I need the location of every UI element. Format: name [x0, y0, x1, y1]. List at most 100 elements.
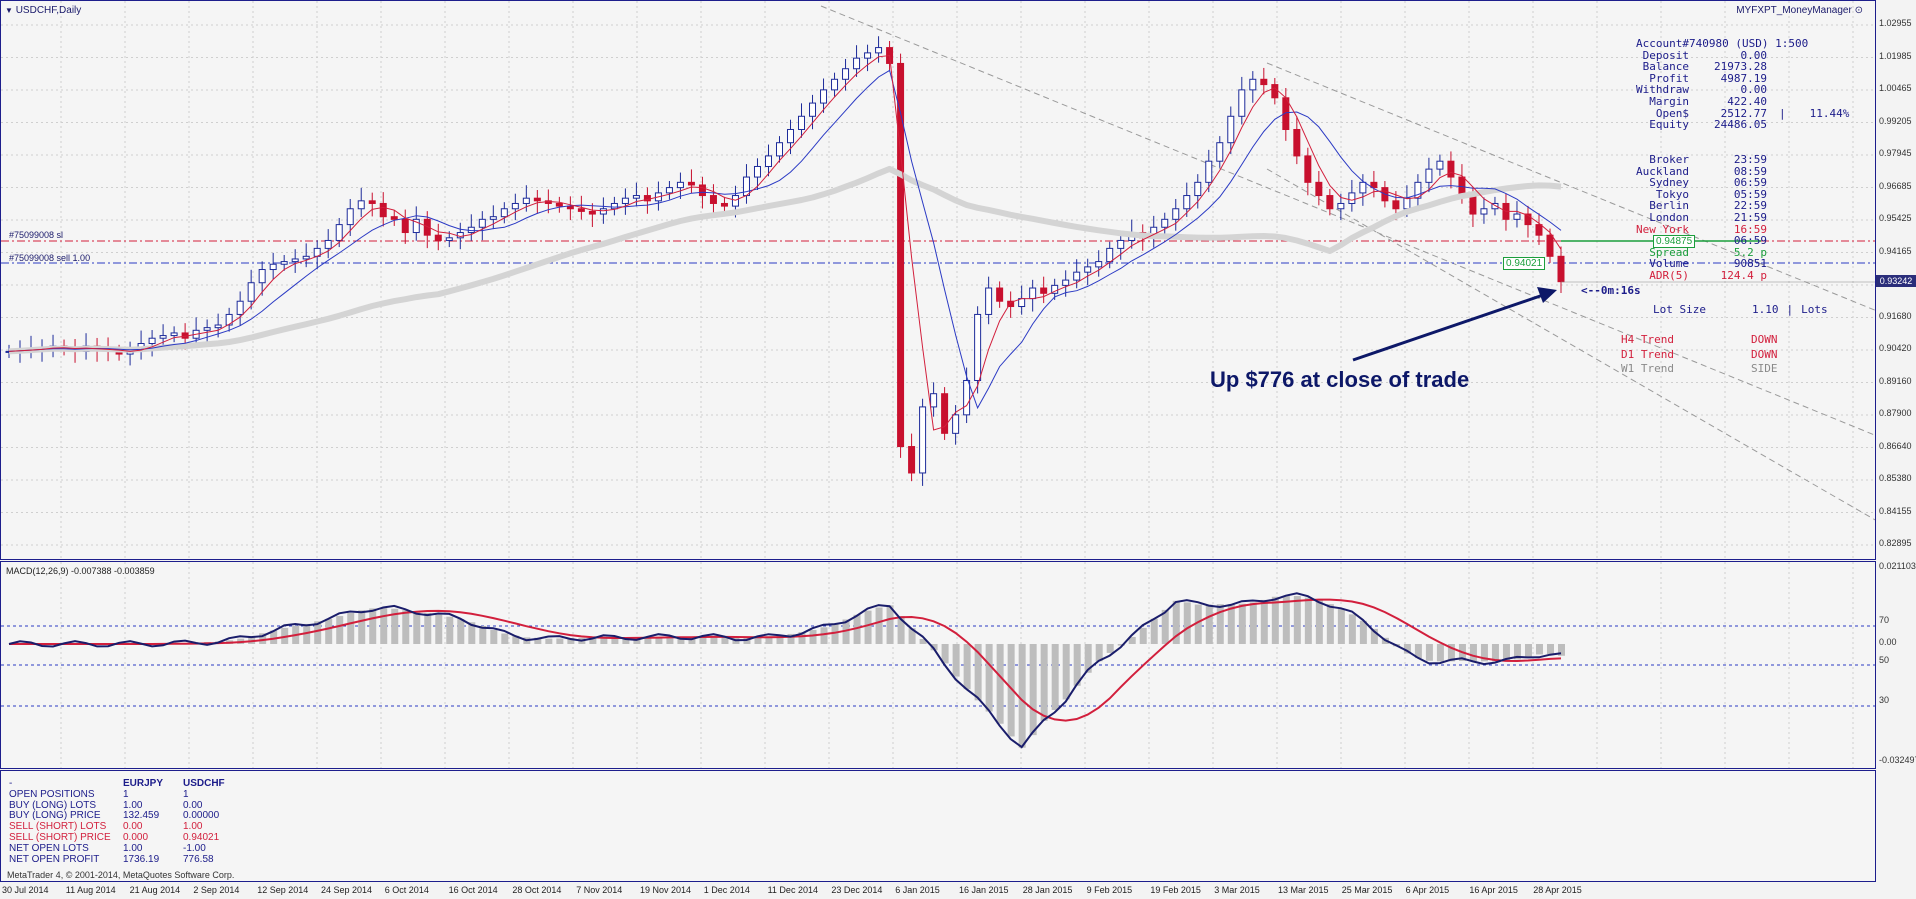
candle-body: [401, 218, 409, 234]
candle-body: [1491, 202, 1499, 210]
macd-histogram-bar: [380, 608, 388, 644]
current-price-label: 0.93242: [1876, 275, 1916, 287]
account-value: 4987.19: [1720, 71, 1767, 85]
time-tick-label: 16 Oct 2014: [448, 885, 498, 895]
bar-timer: <--0m:16s: [1581, 284, 1641, 297]
macd-histogram-bar: [875, 607, 883, 644]
candle-body: [1304, 155, 1312, 183]
candle-body: [170, 332, 178, 337]
account-row-2: Balance 21973.28: [1611, 61, 1767, 73]
macd-histogram-bar: [1051, 644, 1059, 711]
positions-row: NET OPEN LOTS 1.00 -1.00: [9, 843, 243, 855]
time-tick-label: 30 Jul 2014: [2, 885, 49, 895]
account-value: 0.00: [1740, 48, 1768, 62]
candle-body: [1326, 195, 1334, 210]
macd-histogram-bar: [1161, 609, 1169, 644]
candle-body: [159, 335, 167, 339]
macd-histogram-bar: [424, 612, 432, 644]
close-circle-icon[interactable]: ⊙: [1854, 5, 1863, 16]
macd-histogram-bar: [611, 637, 619, 644]
macd-histogram-bar: [1062, 644, 1070, 700]
candle-body: [1172, 208, 1180, 220]
collapse-triangle-icon[interactable]: ▼: [5, 6, 13, 15]
trendline-upper: [820, 5, 1875, 436]
account-value: 16:59: [1733, 222, 1767, 236]
time-axis[interactable]: 30 Jul 2014 11 Aug 2014 21 Aug 2014 2 Sep 2…: [0, 882, 1876, 899]
candle-body: [919, 406, 927, 474]
trend-label: W1 Trend: [1621, 362, 1674, 375]
account-label: Volume: [1649, 257, 1689, 271]
macd-histogram-bar: [479, 625, 487, 644]
open-percent: 11.44%: [1809, 106, 1850, 120]
candle-body: [1183, 195, 1191, 210]
macd-title: MACD(12,26,9) -0.007388 -0.003859: [6, 566, 155, 576]
candle-body: [1117, 239, 1125, 249]
candle-body: [302, 255, 310, 260]
macd-histogram-bar: [1128, 636, 1136, 644]
macd-histogram-bar: [1271, 596, 1279, 644]
copyright-text: MetaTrader 4, © 2001-2014, MetaQuotes So…: [7, 870, 235, 880]
candle-body: [1007, 300, 1015, 308]
macd-histogram-bar: [1029, 644, 1037, 736]
macd-histogram-bar: [677, 636, 685, 644]
account-value: 06:59: [1733, 234, 1767, 248]
candle-body: [787, 128, 795, 144]
time-tick-label: 23 Dec 2014: [831, 885, 883, 895]
candle-body: [632, 195, 640, 199]
chart-title: ▼ USDCHF,Daily: [5, 5, 81, 16]
price-tick-label: 0.89160: [1879, 375, 1912, 386]
candle-body: [996, 287, 1004, 302]
candle-body: [1271, 84, 1279, 99]
positions-usdchf: 1.00: [183, 821, 203, 833]
positions-eurjpy: 132.459: [123, 810, 160, 822]
candle-body: [941, 393, 949, 434]
macd-histogram-bar: [798, 632, 806, 644]
macd-histogram-bar: [985, 644, 993, 712]
time-tick-label: 6 Oct 2014: [384, 885, 429, 895]
price-tick-label: 0.94165: [1879, 245, 1912, 256]
price-chart-pane[interactable]: ▼ USDCHF,Daily MYFXPT_MoneyManager ⊙ #75…: [0, 0, 1876, 560]
macd-histogram-bar: [1238, 603, 1246, 644]
time-tick-label: 19 Feb 2015: [1150, 885, 1201, 895]
account-value: 422.40: [1727, 95, 1767, 108]
macd-histogram-bar: [1194, 604, 1202, 644]
macd-histogram-bar: [721, 637, 729, 644]
macd-histogram-bar: [512, 635, 520, 644]
candle-body: [974, 313, 982, 381]
account-label: Tokyo: [1655, 187, 1689, 201]
candle-body: [831, 78, 839, 91]
candle-body: [897, 62, 905, 448]
positions-header-cell: -: [9, 778, 13, 789]
macd-histogram-bar: [534, 637, 542, 644]
time-tick-label: 6 Apr 2015: [1405, 885, 1450, 895]
positions-row: BUY (LONG) PRICE 132.459 0.00000: [9, 811, 243, 822]
macd-axis[interactable]: 0.021103 70 0.00 50 30 -0.032497: [1876, 561, 1916, 769]
candle-body: [324, 239, 332, 249]
macd-histogram-bar: [886, 605, 894, 644]
candle-body: [731, 195, 739, 207]
positions-label: BUY (LONG) PRICE: [9, 810, 101, 822]
candle-body: [522, 197, 530, 204]
candle-body: [500, 208, 508, 218]
macd-pane[interactable]: MACD(12,26,9) -0.007388 -0.003859: [0, 561, 1876, 769]
price-axis[interactable]: 1.02955 1.01985 1.00465 0.99205 0.97945 0.966…: [1876, 0, 1916, 560]
ma-long-line: [8, 165, 1562, 355]
candle-body: [1535, 224, 1543, 236]
candle-body: [1414, 181, 1422, 199]
time-tick-label: 24 Sep 2014: [321, 885, 373, 895]
macd-histogram-bar: [1337, 608, 1345, 644]
account-label: Deposit: [1642, 48, 1689, 62]
candle-body: [269, 263, 277, 271]
candle-body: [753, 165, 761, 178]
macd-histogram-bar: [1073, 644, 1081, 686]
macd-histogram-bar: [644, 636, 652, 644]
positions-eurjpy: 1736.19: [123, 853, 160, 865]
price-tick-label: 0.99205: [1879, 115, 1912, 126]
candle-body: [1205, 160, 1213, 183]
annotation-arrow: [1352, 291, 1550, 362]
macd-main-line: [8, 592, 1562, 749]
macd-histogram-bar: [952, 644, 960, 677]
candle-body: [148, 337, 156, 345]
account-label: New York: [1636, 222, 1689, 236]
macd-histogram-bar: [864, 610, 872, 644]
